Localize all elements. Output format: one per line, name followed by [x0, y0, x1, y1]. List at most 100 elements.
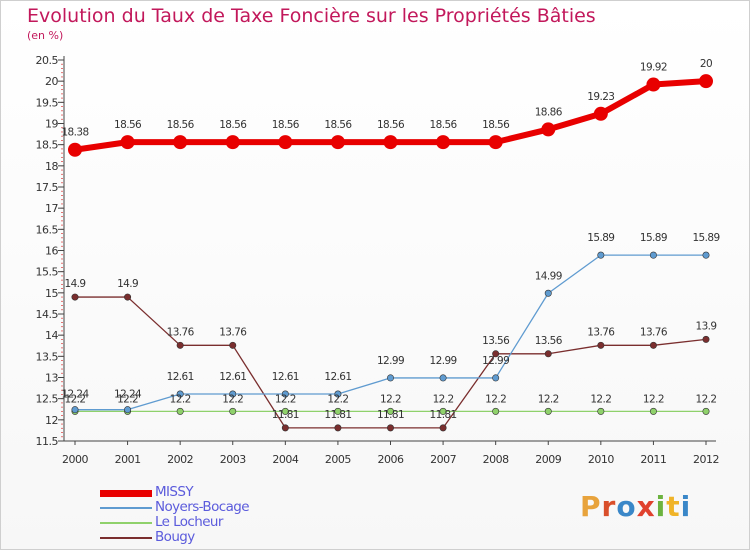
data-label: 15.89 [587, 232, 614, 244]
x-tick-label: 2003 [220, 453, 246, 466]
data-label: 11.81 [324, 409, 351, 421]
x-tick-label: 2009 [535, 453, 561, 466]
data-point [176, 341, 184, 349]
line-chart: 11.5 12 12.5 13 13.5 14 14.5 15 15.5 16 16.5 17 17.5… [36, 54, 721, 466]
data-point [120, 135, 135, 150]
data-point [699, 74, 713, 89]
legend-swatch [100, 522, 152, 524]
data-label: 19.23 [587, 91, 614, 103]
data-point [541, 122, 556, 137]
y-tick-label: 17 [45, 202, 58, 215]
data-label: 18.56 [114, 119, 142, 131]
x-tick-label: 2010 [588, 453, 614, 466]
data-label: 12.2 [538, 393, 559, 405]
data-point [68, 142, 82, 157]
data-point [544, 289, 552, 297]
y-tick-label: 14.5 [36, 308, 59, 321]
series-missy [68, 74, 713, 157]
data-point [593, 106, 608, 121]
data-label: 12.2 [643, 393, 664, 405]
data-point [649, 341, 657, 349]
data-point [649, 407, 657, 415]
y-tick-label: 16.5 [36, 223, 59, 236]
data-point [492, 407, 500, 415]
data-point [281, 390, 289, 398]
data-label: 18.56 [272, 119, 300, 131]
legend-label: MISSY [155, 484, 194, 500]
data-point [176, 407, 184, 415]
data-point [281, 424, 289, 432]
y-tick-label: 12.5 [36, 393, 59, 406]
data-label: 15.89 [640, 232, 667, 244]
data-label: 14.99 [535, 270, 562, 282]
y-tick-label: 13 [45, 372, 58, 385]
data-point [702, 251, 710, 259]
data-label: 12.99 [482, 355, 509, 367]
data-point [229, 390, 237, 398]
chart-subtitle: (en %) [27, 29, 64, 42]
x-tick-label: 2006 [378, 453, 404, 466]
y-tick-label: 13.5 [36, 350, 59, 363]
data-point [702, 335, 710, 343]
data-point [646, 77, 661, 92]
legend-swatch [100, 537, 152, 539]
data-point [436, 135, 451, 150]
data-label: 12.2 [222, 393, 243, 405]
data-label: 13.56 [535, 335, 563, 347]
data-label: 13.76 [219, 326, 247, 338]
data-label: 12.61 [219, 371, 246, 383]
data-label: 12.2 [65, 393, 86, 405]
chart-title: Evolution du Taux de Taxe Foncière sur l… [27, 5, 596, 27]
data-point [649, 251, 657, 259]
data-label: 20 [700, 58, 712, 70]
data-label: 12.24 [114, 389, 142, 401]
data-label: 12.24 [61, 389, 89, 401]
data-point [597, 251, 605, 259]
data-label: 18.56 [324, 119, 352, 131]
data-label: 12.2 [590, 393, 611, 405]
data-point [492, 374, 500, 382]
logo-letter: o [616, 490, 637, 523]
data-label: 19.92 [640, 62, 667, 74]
data-point [597, 341, 605, 349]
data-point [492, 350, 500, 358]
data-label: 12.2 [117, 393, 138, 405]
x-tick-label: 2008 [483, 453, 509, 466]
data-label: 18.56 [430, 119, 458, 131]
data-point [386, 424, 394, 432]
y-tick-label: 14 [45, 329, 58, 342]
data-point [278, 135, 293, 150]
data-label: 18.56 [219, 119, 247, 131]
legend-label: Bougy [155, 529, 195, 545]
data-point [386, 407, 394, 415]
x-tick-label: 2004 [272, 453, 298, 466]
data-label: 15.89 [692, 232, 719, 244]
data-point [439, 407, 447, 415]
y-tick-label: 20 [45, 75, 58, 88]
data-label: 12.2 [170, 393, 191, 405]
data-point [330, 135, 345, 150]
data-point [386, 374, 394, 382]
x-tick-label: 2012 [693, 453, 719, 466]
logo-letter: P [580, 490, 602, 523]
x-tick-label: 2001 [115, 453, 141, 466]
data-label: 13.76 [587, 326, 615, 338]
x-tick-label: 2005 [325, 453, 351, 466]
y-tick-label: 11.5 [36, 435, 59, 448]
data-point [488, 135, 503, 150]
data-label: 14.9 [117, 278, 138, 290]
data-label: 12.2 [696, 393, 717, 405]
data-label: 12.61 [324, 371, 351, 383]
data-label: 12.99 [430, 355, 457, 367]
logo-letter: x [636, 490, 656, 523]
y-tick-label: 15 [45, 287, 58, 300]
y-tick-label: 20.5 [36, 54, 59, 67]
data-label: 18.56 [167, 119, 195, 131]
data-point [597, 407, 605, 415]
data-point [334, 390, 342, 398]
data-point [71, 293, 79, 301]
data-point [225, 135, 240, 150]
data-label: 11.81 [430, 409, 457, 421]
y-tick-label: 12 [45, 414, 58, 427]
